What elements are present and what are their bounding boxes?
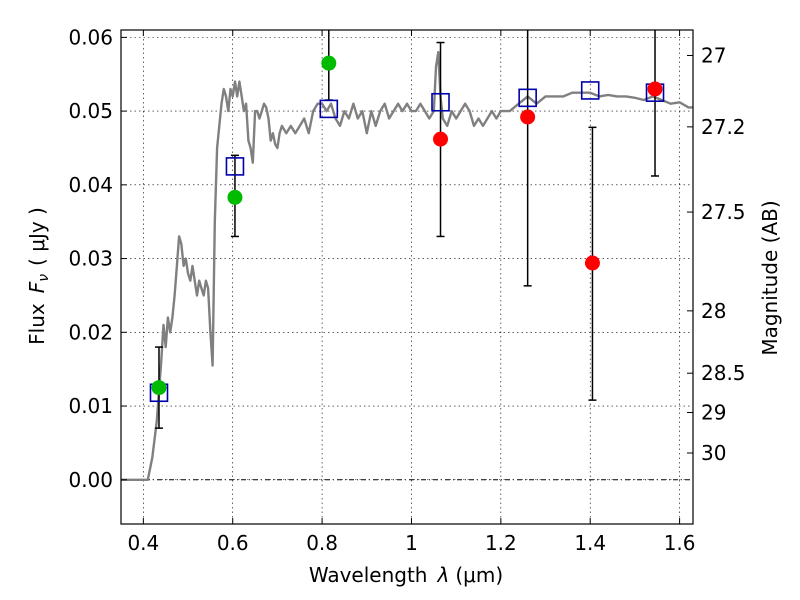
x-tick-label: 1.4 — [574, 531, 606, 555]
y-tick-label: 0.01 — [68, 394, 113, 418]
x-tick-label: 1.2 — [485, 531, 517, 555]
detection-point — [321, 55, 337, 71]
detection-point — [227, 189, 243, 205]
upper-limit-point — [433, 131, 449, 147]
model-photometry-square — [319, 99, 339, 119]
right-tick-label: 28 — [701, 299, 726, 323]
x-tick-label: 0.6 — [217, 531, 249, 555]
x-tick-label: 1 — [405, 531, 418, 555]
plot-frame — [120, 29, 694, 525]
x-tick-label: 0.4 — [127, 531, 159, 555]
right-tick-label: 29 — [701, 401, 726, 425]
right-tick-label: 27.2 — [701, 115, 746, 139]
model-photometry-square — [431, 92, 450, 112]
y-tick-label: 0.05 — [68, 99, 113, 123]
right-tick-label: 27 — [701, 43, 726, 67]
right-axis-label: Magnitude (AB) — [758, 200, 782, 355]
y-tick-label: 0.03 — [68, 247, 113, 271]
x-tick-label: 0.8 — [306, 531, 338, 555]
model-spectrum-line — [121, 50, 693, 481]
detection-point — [151, 380, 167, 396]
y-tick-label: 0.00 — [68, 468, 113, 492]
x-tick-label: 1.6 — [664, 531, 696, 555]
series-layer — [121, 30, 693, 481]
right-tick-label: 27.5 — [701, 200, 746, 224]
model-photometry-square — [225, 157, 245, 176]
y-tick-label: 0.02 — [68, 320, 113, 344]
model-photometry-square — [580, 81, 600, 100]
right-tick-label: 30 — [701, 441, 726, 465]
upper-limit-point — [520, 109, 536, 125]
upper-limit-point — [584, 255, 600, 271]
model-photometry-square — [518, 88, 537, 108]
axis-ticks: 0.4 0.6 0.8 1 1.2 1.4 1.6 0.00 0.01 0.02 0.03 0.04 0… — [68, 25, 745, 555]
x-axis-label: Wavelength λ (μm) — [309, 563, 503, 587]
y-axis-label: FluxFν( μJy ) — [25, 207, 52, 345]
y-tick-label: 0.06 — [68, 25, 113, 49]
y-tick-label: 0.04 — [68, 173, 113, 197]
right-tick-label: 28.5 — [701, 361, 746, 385]
upper-limit-point — [647, 81, 663, 97]
